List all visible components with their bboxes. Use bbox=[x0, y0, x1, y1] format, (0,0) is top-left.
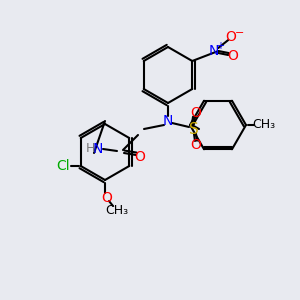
Text: S: S bbox=[189, 122, 199, 136]
Text: −: − bbox=[235, 28, 244, 38]
Text: +: + bbox=[216, 41, 224, 51]
Text: O: O bbox=[190, 138, 201, 152]
Text: O: O bbox=[225, 30, 236, 44]
Text: O: O bbox=[227, 49, 238, 63]
Text: CH₃: CH₃ bbox=[252, 118, 276, 131]
Text: O: O bbox=[190, 106, 201, 120]
Text: O: O bbox=[135, 150, 146, 164]
Text: O: O bbox=[102, 191, 112, 205]
Text: N: N bbox=[163, 114, 173, 128]
Text: CH₃: CH₃ bbox=[105, 203, 129, 217]
Text: N: N bbox=[209, 44, 219, 58]
Text: H: H bbox=[85, 142, 95, 155]
Text: N: N bbox=[93, 142, 103, 156]
Text: Cl: Cl bbox=[56, 159, 70, 173]
